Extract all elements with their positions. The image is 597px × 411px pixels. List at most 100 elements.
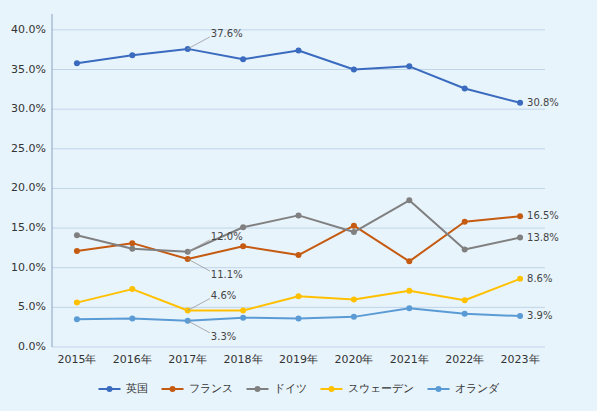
- legend: 英国 フランス ドイツ スウェーデン オランダ: [99, 382, 500, 395]
- annotation: 11.1%: [211, 269, 243, 280]
- point: [129, 240, 135, 246]
- point: [240, 243, 246, 249]
- point: [129, 286, 135, 292]
- chart: 0.0% 5.0% 10.0% 15.0% 20.0% 25.0% 30.0% 35.0% 40…: [0, 0, 597, 411]
- point: [462, 311, 468, 317]
- x-tick-label: 2023年: [501, 353, 540, 366]
- legend-marker: [107, 386, 113, 392]
- grid-line: [52, 29, 545, 30]
- point: [351, 229, 357, 235]
- legend-item: ドイツ: [247, 382, 307, 395]
- series-line: [77, 49, 520, 103]
- grid-line: [52, 307, 545, 308]
- point: [462, 246, 468, 252]
- series-line: [77, 279, 520, 311]
- x-tick-label: 2015年: [57, 353, 96, 366]
- point: [351, 67, 357, 73]
- point: [462, 219, 468, 225]
- y-tick-label: 30.0%: [11, 102, 46, 115]
- annotation: 13.8%: [527, 232, 559, 243]
- legend-label: フランス: [189, 382, 233, 395]
- point: [296, 315, 302, 321]
- legend-marker: [255, 386, 261, 392]
- series-line: [77, 200, 520, 252]
- annotation: 3.3%: [211, 331, 236, 342]
- point: [296, 252, 302, 258]
- annotation: 8.6%: [527, 273, 552, 284]
- y-tick-label: 0.0%: [18, 340, 46, 353]
- x-tick-label: 2018年: [224, 353, 263, 366]
- point: [74, 60, 80, 66]
- series-line: [77, 308, 520, 321]
- y-tick-label: 25.0%: [11, 142, 46, 155]
- point: [462, 86, 468, 92]
- background: [0, 0, 597, 411]
- leader-line: [188, 299, 210, 311]
- y-tick-label: 20.0%: [11, 181, 46, 194]
- annotation: 3.9%: [527, 310, 552, 321]
- point: [296, 293, 302, 299]
- point: [462, 297, 468, 303]
- legend-item: フランス: [162, 382, 233, 395]
- x-tick-label: 2017年: [168, 353, 207, 366]
- point: [406, 258, 412, 264]
- annotation: 4.6%: [211, 290, 236, 301]
- point: [129, 246, 135, 252]
- legend-label: 英国: [126, 382, 148, 395]
- annotation: 30.8%: [527, 97, 559, 108]
- legend-marker: [170, 386, 176, 392]
- point: [296, 47, 302, 53]
- point: [351, 223, 357, 229]
- y-tick-label: 5.0%: [18, 300, 46, 313]
- y-axis-line: [52, 14, 53, 347]
- legend-marker: [436, 386, 442, 392]
- legend-label: スウェーデン: [348, 382, 414, 395]
- grid-line: [52, 148, 545, 149]
- x-axis: 2015年2016年2017年2018年2019年2020年2021年2022年…: [57, 353, 539, 366]
- annotation: 12.0%: [211, 231, 243, 242]
- y-tick-label: 40.0%: [11, 23, 46, 36]
- point: [74, 232, 80, 238]
- point: [406, 305, 412, 311]
- point: [240, 315, 246, 321]
- annotation: 37.6%: [211, 28, 243, 39]
- legend-item: オランダ: [428, 382, 500, 395]
- y-axis: 0.0% 5.0% 10.0% 15.0% 20.0% 25.0% 30.0% 35.0% 40…: [11, 14, 545, 353]
- x-tick-label: 2022年: [445, 353, 484, 366]
- point: [517, 235, 523, 241]
- y-tick-label: 15.0%: [11, 221, 46, 234]
- grid-line: [52, 69, 545, 70]
- point: [129, 52, 135, 58]
- point: [351, 314, 357, 320]
- grid-line: [52, 188, 545, 189]
- point: [406, 288, 412, 294]
- point: [517, 276, 523, 282]
- point: [240, 56, 246, 62]
- point: [74, 316, 80, 322]
- y-tick-label: 10.0%: [11, 261, 46, 274]
- point: [240, 308, 246, 314]
- x-tick-label: 2019年: [279, 353, 318, 366]
- legend-marker: [329, 386, 335, 392]
- leader-line: [188, 259, 210, 271]
- point: [517, 100, 523, 106]
- point: [296, 212, 302, 218]
- legend-label: オランダ: [455, 382, 500, 395]
- point: [129, 315, 135, 321]
- grid-line: [52, 228, 545, 229]
- leader-line: [188, 37, 210, 49]
- point: [517, 213, 523, 219]
- y-tick-label: 35.0%: [11, 63, 46, 76]
- point: [406, 197, 412, 203]
- point: [240, 224, 246, 230]
- point: [74, 248, 80, 254]
- annotations: 37.6%30.8%12.0%11.1%4.6%3.3%16.5%13.8%8.…: [188, 28, 559, 342]
- x-tick-label: 2021年: [390, 353, 429, 366]
- point: [351, 296, 357, 302]
- point: [406, 63, 412, 69]
- grid-line: [52, 267, 545, 268]
- legend-item: 英国: [99, 382, 148, 395]
- x-tick-label: 2016年: [113, 353, 152, 366]
- legend-label: ドイツ: [274, 382, 307, 395]
- leader-line: [188, 240, 210, 252]
